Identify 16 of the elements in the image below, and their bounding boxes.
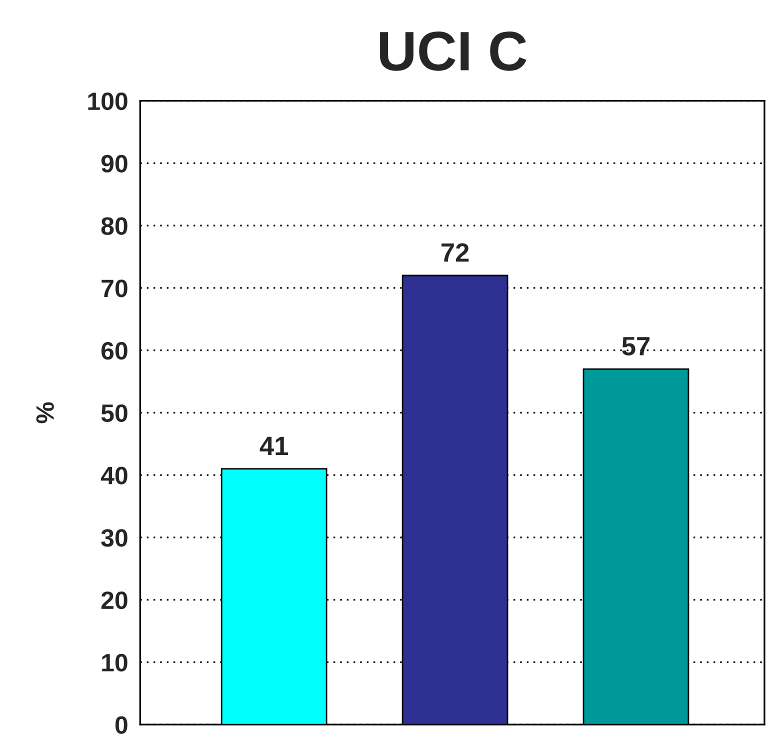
y-tick-label: 70 xyxy=(102,280,128,298)
data-label: 57 xyxy=(622,337,650,356)
y-tick-label: 100 xyxy=(88,92,128,110)
y-tick-label: 60 xyxy=(101,342,128,360)
y-axis-title: % xyxy=(36,402,54,424)
y-tick-label: 30 xyxy=(101,529,128,547)
y-tick-label: 10 xyxy=(102,654,128,672)
y-tick-label: 0 xyxy=(115,716,128,734)
data-label: 41 xyxy=(260,436,288,456)
y-tick-label: 40 xyxy=(100,466,128,484)
y-tick-label: 90 xyxy=(101,154,128,173)
data-label: 72 xyxy=(441,243,469,262)
chart-title: UCI C xyxy=(380,31,526,71)
y-tick-label: 50 xyxy=(101,404,128,422)
y-tick-label: 20 xyxy=(101,591,128,610)
y-tick-label: 80 xyxy=(101,217,128,235)
